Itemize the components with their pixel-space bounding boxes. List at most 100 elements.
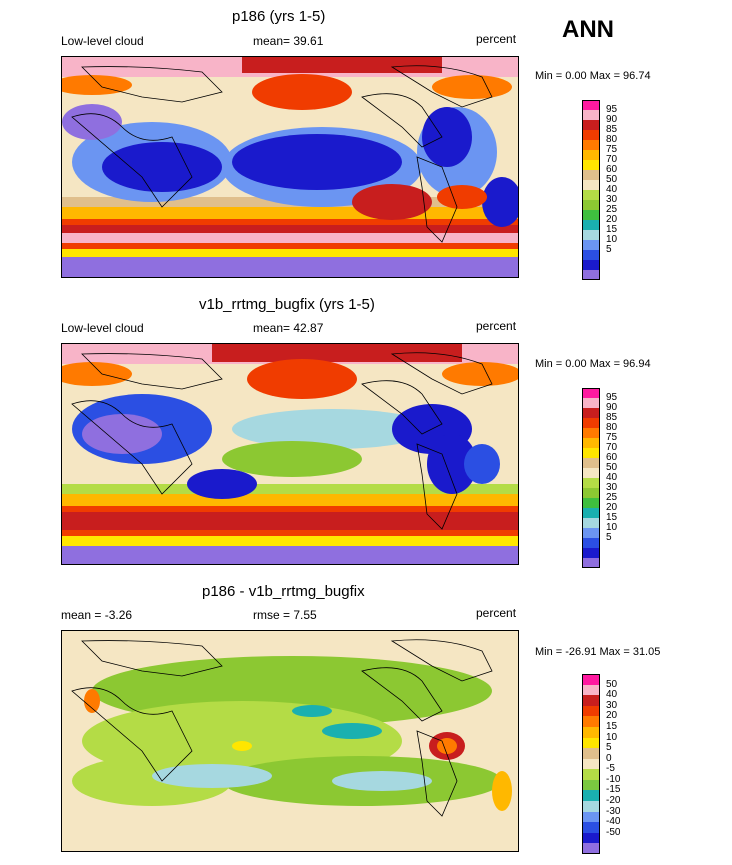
panel3-minmax: Min = -26.91 Max = 31.05 — [535, 646, 661, 658]
panel3-title: p186 - v1b_rrtmg_bugfix — [202, 583, 365, 600]
colorbar-tick-label: 75 — [606, 432, 618, 443]
panel2-mean-label: mean= 42.87 — [253, 321, 324, 335]
colorbar-swatch — [582, 498, 600, 508]
colorbar-swatch — [582, 220, 600, 230]
colorbar-tick-label: 30 — [606, 194, 618, 205]
colorbar-tick-label: 15 — [606, 512, 618, 523]
panel3-units-label: percent — [476, 606, 517, 620]
colorbar-tick-label: 75 — [606, 144, 618, 155]
colorbar-swatch — [582, 518, 600, 528]
colorbar-swatch — [582, 170, 600, 180]
colorbar-swatch — [582, 748, 600, 760]
colorbar-tick-label: 90 — [606, 114, 618, 125]
panel2-map-svg — [62, 344, 518, 564]
colorbar-swatch — [582, 508, 600, 518]
panel1-title: p186 (yrs 1-5) — [232, 8, 326, 25]
colorbar-swatch — [582, 726, 600, 738]
colorbar-swatch — [582, 779, 600, 791]
colorbar-swatch — [582, 684, 600, 696]
colorbar-swatch — [582, 790, 600, 802]
panel2-colorbar: 95 90 85 80 75 70 60 50 40 30 25 20 15 10 5 — [582, 388, 617, 568]
colorbar-swatch — [582, 190, 600, 200]
colorbar-swatch — [582, 832, 600, 844]
colorbar-tick-label: 30 — [606, 482, 618, 493]
panel1-minmax: Min = 0.00 Max = 96.74 — [535, 70, 651, 82]
colorbar-tick-label: 0 — [606, 752, 612, 764]
colorbar-swatch — [582, 200, 600, 210]
colorbar-swatch — [582, 801, 600, 813]
colorbar-tick-label: 40 — [606, 689, 618, 701]
colorbar-swatch — [582, 180, 600, 190]
colorbar-tick-label: 80 — [606, 134, 618, 145]
colorbar-swatch — [582, 811, 600, 823]
panel1-variable-label: Low-level cloud — [61, 34, 144, 48]
colorbar-swatch — [582, 240, 600, 250]
season-label: ANN — [562, 16, 614, 43]
colorbar-swatch — [582, 538, 600, 548]
colorbar-swatch — [582, 558, 600, 568]
panel1-map — [61, 56, 519, 278]
colorbar-swatch — [582, 210, 600, 220]
colorbar-swatch — [582, 260, 600, 270]
panel2-title: v1b_rrtmg_bugfix (yrs 1-5) — [199, 296, 375, 313]
colorbar-swatch — [582, 716, 600, 728]
colorbar-tick-label: 40 — [606, 472, 618, 483]
colorbar-tick-label: 25 — [606, 204, 618, 215]
colorbar-tick-label: -15 — [606, 784, 621, 796]
colorbar-border — [582, 674, 600, 854]
colorbar-border — [582, 100, 600, 280]
colorbar-tick-label: 70 — [606, 442, 618, 453]
colorbar-tick-label: 15 — [606, 720, 618, 732]
panel3-mean-label: mean = -3.26 — [61, 608, 133, 622]
colorbar-swatch — [582, 150, 600, 160]
colorbar-tick-label: 20 — [606, 502, 618, 513]
colorbar-swatch — [582, 705, 600, 717]
panel2-map — [61, 343, 519, 565]
colorbar-tick-label: 10 — [606, 234, 618, 245]
colorbar-tick-label: 90 — [606, 402, 618, 413]
colorbar-swatch — [582, 488, 600, 498]
colorbar-tick-label: 10 — [606, 522, 618, 533]
colorbar-swatch — [582, 230, 600, 240]
colorbar-border — [582, 388, 600, 568]
panel2-variable-label: Low-level cloud — [61, 321, 144, 335]
colorbar-tick-label: 50 — [606, 678, 618, 690]
colorbar-tick-label: 5 — [606, 742, 612, 754]
colorbar-swatch — [582, 408, 600, 418]
colorbar-swatch — [582, 388, 600, 398]
colorbar-tick-label: 50 — [606, 174, 618, 185]
colorbar-swatch — [582, 548, 600, 558]
panel3-rmse-label: rmse = 7.55 — [253, 608, 317, 622]
colorbar-tick-label: -10 — [606, 773, 621, 785]
colorbar-tick-label: 85 — [606, 124, 618, 135]
colorbar-tick-label: 95 — [606, 104, 618, 115]
panel1-colorbar: 95 90 85 80 75 70 60 50 40 30 25 20 15 10 5 — [582, 100, 617, 280]
panel1-mean-label: mean= 39.61 — [253, 34, 324, 48]
colorbar-tick-label: 5 — [606, 532, 612, 543]
panel1-units-label: percent — [476, 32, 517, 46]
colorbar-tick-label: 70 — [606, 154, 618, 165]
colorbar-tick-label: 85 — [606, 412, 618, 423]
colorbar-swatch — [582, 418, 600, 428]
colorbar-swatch — [582, 758, 600, 770]
panel3-map — [61, 630, 519, 852]
colorbar-swatch — [582, 478, 600, 488]
colorbar-swatch — [582, 160, 600, 170]
colorbar-tick-label: 30 — [606, 699, 618, 711]
colorbar-swatch — [582, 468, 600, 478]
colorbar-swatch — [582, 120, 600, 130]
panel3-colorbar: 50 40 30 20 15 10 5 0 -5 -10 -15 -20 -30 -40 -50 — [582, 674, 620, 855]
colorbar-swatch — [582, 528, 600, 538]
colorbar-swatch — [582, 674, 600, 685]
colorbar-tick-label: -40 — [606, 816, 621, 828]
colorbar-swatch — [582, 398, 600, 408]
colorbar-swatch — [582, 737, 600, 749]
colorbar-swatch — [582, 428, 600, 438]
colorbar-swatch — [582, 822, 600, 834]
colorbar-tick-label: -50 — [606, 826, 621, 838]
panel3-map-svg — [62, 631, 518, 851]
colorbar-swatch — [582, 270, 600, 280]
colorbar-swatch — [582, 140, 600, 150]
colorbar-tick-label: 95 — [606, 392, 618, 403]
colorbar-tick-label: 5 — [606, 244, 612, 255]
